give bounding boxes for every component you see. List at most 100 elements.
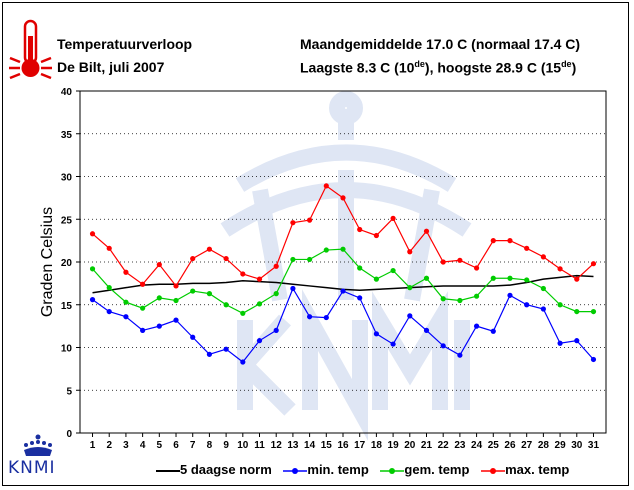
point-gem	[173, 297, 179, 304]
point-min	[507, 292, 513, 298]
point-gem	[457, 297, 463, 304]
x-tick-label: 12	[271, 440, 283, 451]
legend-label-norm: 5 daagse norm	[180, 462, 272, 477]
point-gem	[323, 247, 329, 253]
y-tick-label: 35	[61, 130, 73, 141]
point-gem	[524, 277, 530, 283]
point-gem	[373, 276, 379, 282]
y-tick-label: 10	[61, 344, 73, 355]
point-max	[106, 245, 112, 251]
point-gem	[423, 275, 430, 281]
x-tick-label: 25	[488, 440, 500, 451]
y-tick-label: 40	[61, 87, 73, 98]
point-gem	[223, 302, 229, 308]
point-max	[206, 246, 213, 252]
x-tick-label: 10	[237, 440, 249, 451]
crown-icon	[24, 434, 52, 456]
y-tick-label: 30	[61, 173, 73, 184]
x-tick-label: 3	[123, 440, 129, 451]
x-tick-label: 19	[388, 440, 400, 451]
point-max	[490, 238, 496, 244]
y-tick-label: 25	[61, 215, 73, 226]
x-tick-label: 11	[254, 440, 265, 451]
highest-sup: de	[561, 59, 572, 69]
x-tick-label: 9	[223, 440, 229, 451]
point-max	[574, 276, 580, 282]
chart-title: Temperatuurverloop	[57, 36, 193, 52]
knmi-logo: KNMI	[8, 432, 68, 480]
point-gem	[240, 310, 246, 316]
point-max	[407, 249, 413, 255]
point-min	[440, 343, 446, 349]
point-min	[140, 327, 146, 333]
point-gem	[106, 285, 112, 291]
point-max	[357, 226, 363, 233]
x-tick-label: 6	[173, 440, 179, 451]
point-min	[290, 285, 296, 292]
point-max	[340, 195, 346, 201]
highest-text: ), hoogste 28.9 C (15	[424, 59, 562, 76]
y-axis-label: Graden Celsius	[39, 207, 56, 317]
point-gem	[473, 293, 480, 299]
point-gem	[357, 265, 363, 271]
x-tick-label: 5	[157, 440, 163, 451]
point-gem	[256, 301, 263, 307]
point-min	[123, 314, 129, 320]
y-tick-label: 5	[66, 386, 72, 397]
y-tick-label: 15	[61, 301, 73, 312]
point-max	[190, 255, 196, 262]
point-max	[557, 266, 563, 272]
legend-item-min: min. temp	[283, 462, 369, 477]
x-tick-label: 1	[90, 440, 96, 451]
x-tick-label: 22	[438, 440, 450, 451]
x-tick-label: 27	[521, 440, 533, 451]
point-min	[190, 334, 196, 340]
point-gem	[206, 291, 213, 297]
point-max	[457, 257, 463, 263]
point-min	[340, 288, 346, 294]
point-gem	[557, 302, 563, 308]
point-gem	[156, 295, 162, 301]
legend: 5 daagse norm min. temp gem. temp max. t…	[156, 462, 577, 477]
legend-item-norm: 5 daagse norm	[156, 462, 272, 477]
point-min	[106, 308, 112, 315]
point-gem	[290, 256, 296, 263]
point-min	[574, 338, 580, 344]
x-tick-label: 28	[538, 440, 550, 451]
point-min	[89, 297, 96, 303]
point-max	[323, 183, 329, 189]
point-min	[223, 346, 229, 352]
point-max	[256, 276, 263, 282]
x-tick-label: 8	[207, 440, 213, 451]
point-min	[240, 359, 246, 365]
x-tick-label: 23	[454, 440, 466, 451]
point-gem	[390, 267, 396, 274]
point-min	[557, 340, 563, 346]
x-tick-label: 30	[571, 440, 583, 451]
point-min	[357, 295, 363, 301]
x-tick-label: 2	[106, 440, 112, 451]
point-min	[323, 314, 329, 321]
point-gem	[307, 256, 313, 263]
point-min	[206, 351, 213, 357]
point-min	[390, 341, 396, 347]
point-gem	[273, 291, 279, 297]
x-tick-label: 26	[504, 440, 516, 451]
point-gem	[140, 305, 146, 311]
x-tick-label: 16	[337, 440, 349, 451]
point-gem	[507, 275, 513, 281]
x-tick-label: 29	[555, 440, 567, 451]
point-max	[307, 217, 313, 223]
x-tick-label: 18	[371, 440, 383, 451]
legend-label-min: min. temp	[307, 462, 369, 477]
point-min	[173, 317, 179, 323]
logo-text: KNMI	[8, 458, 56, 478]
x-tick-label: 4	[140, 440, 146, 451]
point-min	[156, 323, 162, 329]
point-max	[123, 269, 129, 275]
point-max	[373, 232, 379, 239]
y-tick-label: 20	[61, 258, 73, 269]
x-tick-labels: 1 2 3 4 5 6 7 8 9 10 11 12 13 14 15 16 17 18 19 20 21 22 23 24 2…	[90, 433, 599, 451]
point-max	[540, 254, 546, 260]
point-min	[473, 323, 480, 329]
